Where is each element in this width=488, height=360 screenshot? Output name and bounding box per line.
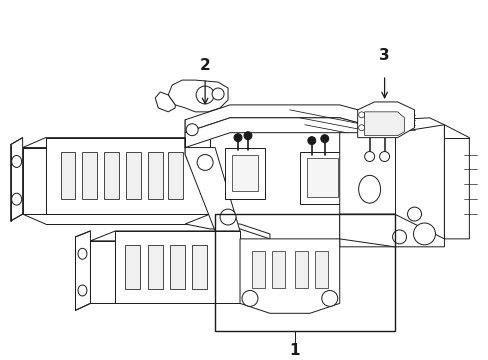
Polygon shape [224, 148, 264, 199]
Polygon shape [185, 120, 210, 138]
Polygon shape [11, 138, 22, 221]
Polygon shape [155, 92, 175, 112]
Polygon shape [185, 138, 269, 239]
Polygon shape [22, 138, 210, 148]
Circle shape [392, 230, 406, 244]
Text: 2: 2 [199, 58, 210, 73]
Polygon shape [364, 112, 404, 136]
Bar [294, 251, 307, 288]
Polygon shape [339, 125, 444, 247]
Circle shape [244, 132, 251, 140]
Bar [148, 245, 163, 289]
Polygon shape [90, 231, 240, 241]
Circle shape [234, 134, 242, 141]
Circle shape [212, 88, 224, 100]
Polygon shape [90, 241, 115, 303]
Polygon shape [240, 239, 339, 313]
Polygon shape [185, 118, 444, 154]
Text: 1: 1 [289, 342, 300, 357]
Circle shape [186, 124, 198, 136]
Ellipse shape [78, 248, 87, 259]
Bar [168, 152, 183, 199]
Bar [314, 251, 327, 288]
Bar [104, 152, 119, 199]
Circle shape [307, 137, 315, 145]
Bar [215, 214, 394, 331]
Ellipse shape [358, 175, 380, 203]
Polygon shape [115, 231, 240, 303]
Polygon shape [306, 158, 337, 197]
Circle shape [358, 125, 364, 131]
Bar [82, 152, 97, 199]
Polygon shape [168, 80, 227, 112]
Polygon shape [357, 102, 414, 138]
Circle shape [364, 152, 374, 162]
Polygon shape [185, 148, 240, 231]
Bar [125, 245, 140, 289]
Ellipse shape [12, 193, 21, 205]
Polygon shape [232, 154, 258, 191]
Circle shape [407, 207, 421, 221]
Circle shape [196, 86, 214, 104]
Bar [271, 251, 285, 288]
Circle shape [379, 152, 389, 162]
Ellipse shape [78, 285, 87, 296]
Polygon shape [75, 231, 90, 310]
Circle shape [242, 291, 258, 306]
Polygon shape [45, 138, 210, 214]
Bar [61, 152, 75, 199]
Circle shape [220, 209, 236, 225]
Polygon shape [299, 152, 344, 204]
Polygon shape [22, 148, 45, 214]
Circle shape [358, 112, 364, 118]
Circle shape [197, 154, 213, 170]
Bar [192, 245, 207, 289]
Bar [251, 251, 264, 288]
Ellipse shape [12, 156, 21, 167]
Polygon shape [185, 105, 444, 138]
Bar [170, 245, 185, 289]
Text: 3: 3 [379, 48, 389, 63]
Circle shape [321, 291, 337, 306]
Polygon shape [22, 214, 210, 224]
Polygon shape [339, 214, 444, 247]
Polygon shape [444, 125, 468, 239]
Circle shape [320, 135, 328, 143]
Ellipse shape [413, 223, 435, 245]
Bar [126, 152, 141, 199]
Bar [148, 152, 163, 199]
